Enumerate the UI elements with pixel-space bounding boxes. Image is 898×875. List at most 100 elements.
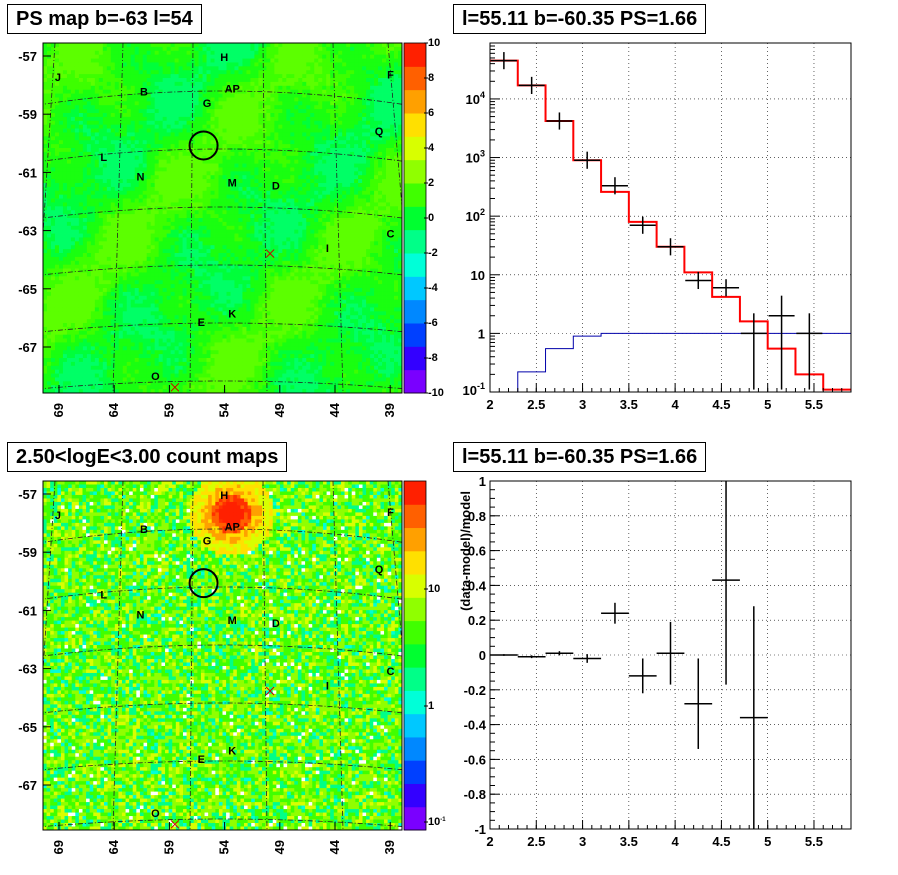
residual-xtick-label: 4.5 <box>712 834 730 849</box>
psmap-ytick-label: -57 <box>18 49 37 64</box>
psmap-xtick-label: 44 <box>327 402 342 417</box>
spectrum-frame <box>489 42 852 393</box>
source-label-E: E <box>198 317 205 329</box>
psmap-colorbar-label: 0 <box>428 212 434 224</box>
count-map-title: 2.50<logE<3.00 count maps <box>7 442 288 472</box>
psmap-ytick-label: -61 <box>18 165 37 180</box>
spectrum-data-histogram <box>490 60 851 391</box>
source-label-Q: Q <box>375 126 384 138</box>
source-label-K: K <box>228 746 236 758</box>
source-label-F: F <box>387 69 394 81</box>
countmap-colorbar-label: 10-1 <box>428 816 446 828</box>
countmap-xtick-label: 49 <box>272 840 287 854</box>
psmap-cross-marker <box>265 249 275 258</box>
countmap-colorbar-label: 1 <box>428 700 434 712</box>
residual-ytick-label: -0.2 <box>464 683 486 698</box>
source-label-N: N <box>137 609 145 621</box>
psmap-colorbar-bin <box>404 136 426 161</box>
psmap-colorbar-bin <box>404 66 426 91</box>
countmap-lon-line <box>262 481 268 830</box>
countmap-colorbar-bin <box>404 713 426 738</box>
psmap-pixels <box>43 43 402 393</box>
countmap-xtick-label: 44 <box>327 839 342 854</box>
psmap-xtick-label: 49 <box>272 403 287 417</box>
source-label-B: B <box>140 86 148 98</box>
psmap-colorbar-bin <box>404 299 426 324</box>
countmap-colorbar-bin <box>404 481 426 505</box>
residual-xtick-label: 5.5 <box>805 834 823 849</box>
residual-ytick-label: 0.6 <box>468 544 486 559</box>
psmap-colorbar-label: 2 <box>428 177 434 189</box>
psmap-colorbar-bin <box>404 229 426 254</box>
residual-ytick-label: -0.6 <box>464 752 486 767</box>
countmap-graticule <box>43 481 402 830</box>
countmap-xtick-label: 69 <box>51 840 66 854</box>
psmap-ytick-label: -67 <box>18 340 37 355</box>
countmap-ytick-label: -57 <box>18 487 37 502</box>
spectrum-xtick-label: 3 <box>579 397 586 412</box>
residual-ytick-label: -0.4 <box>464 718 487 733</box>
psmap-xtick-label: 64 <box>106 402 121 417</box>
source-label-J: J <box>55 510 61 522</box>
countmap-ytick-label: -63 <box>18 662 37 677</box>
countmap-ytick-label: -61 <box>18 603 37 618</box>
spectrum-ytick-1e2: 102 <box>466 207 485 224</box>
countmap-cross-marker <box>265 686 275 696</box>
source-label-C: C <box>387 229 395 241</box>
source-label-O: O <box>151 808 160 820</box>
psmap-colorbar-label: 4 <box>428 142 435 154</box>
spectrum-ytick-1e-1: 10-1 <box>463 381 485 398</box>
psmap-ytick-label: -65 <box>18 282 37 297</box>
residual-ytick-label: 0.8 <box>468 509 486 524</box>
countmap-lon-line <box>112 481 124 830</box>
residual-ylabel: (data-model)/model <box>458 491 473 611</box>
countmap-colorbar-bin <box>404 736 426 761</box>
psmap-colorbar-bin <box>404 323 426 347</box>
psmap-colorbar-bin <box>404 253 426 277</box>
residual-ytick-label: 1 <box>479 474 486 489</box>
psmap-colorbar-label: 6 <box>428 107 434 119</box>
countmap-lon-line <box>332 481 344 830</box>
spectrum-xtick-label: 5 <box>764 397 771 412</box>
psmap-colorbar-bin <box>404 206 426 231</box>
countmap-lat-line <box>43 586 402 600</box>
source-label-J: J <box>55 72 61 84</box>
psmap-colorbar-label: -2 <box>428 247 438 259</box>
residual-title: l=55.11 b=-60.35 PS=1.66 <box>453 442 707 472</box>
spectrum-ytick-1: 1 <box>478 326 485 341</box>
countmap-xtick-label: 59 <box>161 840 176 854</box>
countmap-colorbar-bin <box>404 783 426 808</box>
source-label-B: B <box>140 524 148 536</box>
residual-xtick-label: 4 <box>672 834 680 849</box>
psmap-colorbar-bin <box>404 89 426 114</box>
psmap-lon-line <box>262 43 268 393</box>
source-label-D: D <box>272 180 280 192</box>
psmap-graticule <box>38 43 407 446</box>
residual-xtick-label: 2.5 <box>527 834 545 849</box>
countmap-colorbar-frame <box>403 480 427 831</box>
psmap-xtick-label: 39 <box>382 403 397 417</box>
countmap-xtick-label: 39 <box>382 840 397 854</box>
countmap-frame <box>42 480 403 831</box>
psmap-xtick-label: 69 <box>51 403 66 417</box>
psmap-colorbar-bin <box>404 276 426 301</box>
residual-plot <box>489 480 852 830</box>
spectrum-grid <box>489 43 851 392</box>
residual-ytick-label: -0.8 <box>464 787 486 802</box>
psmap-xtick-label: 54 <box>217 402 232 417</box>
countmap-ytick-label: -59 <box>18 545 37 560</box>
spectrum-ytick-1e3: 103 <box>466 149 485 166</box>
psmap-colorbar-bin <box>404 369 426 394</box>
psmap-lat-line <box>43 90 402 105</box>
source-label-AP: AP <box>225 521 240 533</box>
countmap-colorbar-bin <box>404 620 426 645</box>
psmap-colorbar-bin <box>404 159 426 184</box>
spectrum-background-model-line <box>490 332 851 393</box>
source-label-H: H <box>220 52 228 64</box>
countmap-lat-line <box>43 760 402 771</box>
countmap-lon-line <box>43 481 56 678</box>
countmap-lat-line <box>43 702 402 714</box>
psmap-lat-line <box>38 439 407 446</box>
psmap-colorbar-bin <box>404 346 426 371</box>
psmap-colorbar-bin <box>404 43 426 67</box>
